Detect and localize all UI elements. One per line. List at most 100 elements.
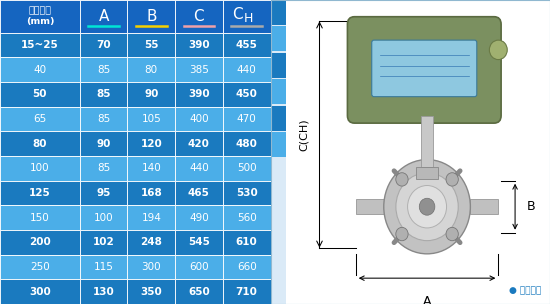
Bar	[80, 82, 128, 107]
Circle shape	[419, 198, 435, 215]
Text: 250: 250	[30, 262, 50, 272]
Text: C: C	[232, 7, 243, 22]
Bar	[271, 0, 286, 25]
Text: 85: 85	[96, 89, 111, 99]
Text: 80: 80	[32, 139, 47, 149]
FancyBboxPatch shape	[348, 17, 501, 123]
Text: 200: 200	[29, 237, 51, 247]
Bar	[356, 199, 384, 214]
Bar	[0, 82, 80, 107]
Circle shape	[408, 185, 447, 228]
Bar	[175, 156, 223, 181]
Bar	[175, 230, 223, 255]
Text: 400: 400	[189, 114, 208, 124]
Bar	[80, 0, 128, 33]
Bar	[128, 255, 175, 279]
Text: ● 常规仪表: ● 常规仪表	[509, 286, 542, 295]
Bar	[271, 132, 286, 157]
Text: 90: 90	[96, 139, 111, 149]
Bar	[80, 255, 128, 279]
Text: C: C	[194, 9, 204, 24]
Bar	[223, 0, 271, 33]
Text: 300: 300	[29, 287, 51, 297]
Text: 85: 85	[97, 114, 110, 124]
Bar	[80, 131, 128, 156]
Text: 105: 105	[141, 114, 161, 124]
Text: 490: 490	[189, 213, 209, 223]
Bar	[128, 33, 175, 57]
Bar	[128, 156, 175, 181]
Text: B: B	[526, 200, 535, 213]
Text: 168: 168	[140, 188, 162, 198]
Bar	[223, 33, 271, 57]
Bar	[271, 53, 286, 78]
Bar	[80, 57, 128, 82]
Circle shape	[396, 227, 408, 241]
Bar	[175, 255, 223, 279]
FancyBboxPatch shape	[372, 40, 477, 97]
Bar	[223, 82, 271, 107]
Text: 440: 440	[189, 164, 209, 173]
Bar	[80, 33, 128, 57]
Text: 440: 440	[237, 65, 256, 75]
Bar	[128, 206, 175, 230]
Bar	[80, 279, 128, 304]
Text: B: B	[146, 9, 157, 24]
Bar	[80, 181, 128, 206]
Bar	[421, 116, 433, 167]
Bar	[223, 57, 271, 82]
Text: 65: 65	[34, 114, 47, 124]
Text: 80: 80	[145, 65, 158, 75]
Bar	[128, 0, 175, 33]
Text: 120: 120	[140, 139, 162, 149]
Bar	[223, 206, 271, 230]
Bar	[271, 79, 286, 104]
Circle shape	[490, 40, 507, 60]
Text: 420: 420	[188, 139, 210, 149]
Text: 660: 660	[237, 262, 256, 272]
Bar	[175, 131, 223, 156]
Bar	[223, 255, 271, 279]
Text: 450: 450	[236, 89, 257, 99]
Bar	[271, 26, 286, 51]
Text: 102: 102	[93, 237, 114, 247]
Text: 390: 390	[188, 40, 210, 50]
Bar	[0, 0, 80, 33]
Text: 194: 194	[141, 213, 161, 223]
Text: 248: 248	[140, 237, 162, 247]
Bar	[175, 279, 223, 304]
Bar	[223, 279, 271, 304]
Bar	[128, 279, 175, 304]
Bar	[80, 156, 128, 181]
Text: A: A	[423, 295, 431, 304]
Text: 50: 50	[32, 89, 47, 99]
Text: 115: 115	[94, 262, 114, 272]
Text: 385: 385	[189, 65, 209, 75]
Text: 650: 650	[188, 287, 210, 297]
Circle shape	[396, 173, 408, 186]
Bar	[223, 156, 271, 181]
Bar	[175, 33, 223, 57]
Text: 55: 55	[144, 40, 158, 50]
Text: 600: 600	[189, 262, 208, 272]
Text: 465: 465	[188, 188, 210, 198]
Text: 470: 470	[237, 114, 256, 124]
Bar	[175, 206, 223, 230]
Bar	[223, 230, 271, 255]
Text: A: A	[98, 9, 109, 24]
Circle shape	[446, 173, 458, 186]
Bar	[0, 230, 80, 255]
Text: 500: 500	[237, 164, 256, 173]
Bar	[0, 57, 80, 82]
Circle shape	[446, 227, 458, 241]
Bar	[128, 181, 175, 206]
Text: 95: 95	[96, 188, 111, 198]
Bar	[416, 167, 438, 179]
Bar	[0, 279, 80, 304]
Bar	[80, 107, 128, 131]
Bar	[0, 107, 80, 131]
Text: 70: 70	[96, 40, 111, 50]
Bar	[0, 33, 80, 57]
Text: 560: 560	[237, 213, 256, 223]
Text: H: H	[244, 12, 253, 25]
